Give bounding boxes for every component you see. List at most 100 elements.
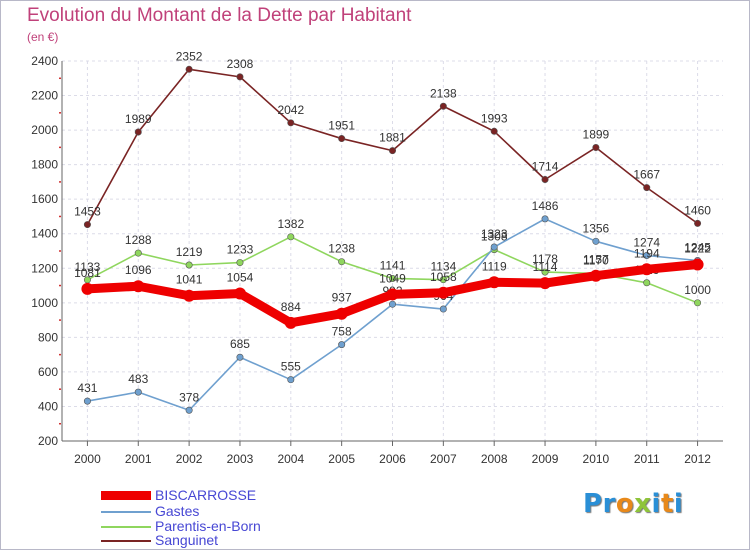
data-label-biscarrosse: 1194 bbox=[634, 246, 660, 260]
logo-letter: i bbox=[673, 489, 684, 519]
data-label-biscarrosse: 1049 bbox=[379, 271, 406, 285]
data-label-gastes: 483 bbox=[128, 372, 148, 386]
data-label-gastes: 1356 bbox=[583, 221, 610, 235]
y-tick-label: 800 bbox=[38, 330, 58, 344]
x-tick-label: 2008 bbox=[481, 452, 508, 466]
data-label-sanguinet: 1460 bbox=[684, 203, 711, 217]
y-tick-label: 2400 bbox=[31, 54, 58, 68]
plot-area bbox=[62, 61, 723, 441]
data-point-biscarrosse bbox=[284, 316, 297, 329]
data-label-sanguinet: 1899 bbox=[583, 128, 610, 142]
x-tick-label: 2009 bbox=[532, 452, 559, 466]
y-tick-label: 1000 bbox=[31, 296, 58, 310]
data-point-biscarrosse bbox=[335, 307, 348, 320]
y-tick-label: 2200 bbox=[31, 89, 58, 103]
logo-letter: P bbox=[583, 489, 603, 519]
data-label-biscarrosse: 1081 bbox=[74, 266, 101, 280]
legend-swatch-gastes bbox=[101, 511, 151, 513]
data-point-parentis-en-born bbox=[388, 274, 396, 282]
data-point-biscarrosse bbox=[233, 287, 246, 300]
data-point-biscarrosse bbox=[386, 288, 399, 301]
data-point-gastes bbox=[643, 251, 651, 259]
data-label-gastes: 1323 bbox=[481, 227, 508, 241]
x-tick-label: 2012 bbox=[684, 452, 711, 466]
data-label-sanguinet: 1667 bbox=[633, 168, 660, 182]
data-label-parentis-en-born: 1170 bbox=[583, 253, 609, 267]
data-label-parentis-en-born: 1178 bbox=[532, 252, 558, 266]
y-tick-label: 600 bbox=[38, 365, 58, 379]
data-label-sanguinet: 2138 bbox=[430, 86, 457, 100]
data-label-biscarrosse: 1041 bbox=[176, 273, 203, 287]
data-label-gastes: 1486 bbox=[532, 199, 559, 213]
data-label-biscarrosse: 1114 bbox=[533, 260, 558, 274]
logo-letter: t bbox=[660, 489, 674, 519]
data-label-sanguinet: 1951 bbox=[328, 119, 355, 133]
data-point-biscarrosse bbox=[488, 276, 501, 289]
data-point-sanguinet bbox=[694, 219, 702, 227]
data-label-gastes: 685 bbox=[230, 337, 250, 351]
data-point-biscarrosse bbox=[589, 269, 602, 282]
data-label-gastes: 431 bbox=[77, 381, 97, 395]
data-point-gastes bbox=[592, 237, 600, 245]
x-tick-label: 2005 bbox=[328, 452, 355, 466]
data-point-gastes bbox=[83, 397, 91, 405]
data-point-parentis-en-born bbox=[287, 233, 295, 241]
data-label-sanguinet: 1993 bbox=[481, 111, 508, 125]
data-label-gastes: 1274 bbox=[633, 235, 660, 249]
data-label-biscarrosse: 884 bbox=[281, 300, 301, 314]
data-label-sanguinet: 2308 bbox=[227, 57, 254, 71]
data-label-sanguinet: 1453 bbox=[74, 205, 101, 219]
data-label-parentis-en-born: 1219 bbox=[176, 245, 203, 259]
y-tick-label: 200 bbox=[38, 434, 58, 448]
data-label-parentis-en-born: 1133 bbox=[75, 260, 101, 274]
data-point-sanguinet bbox=[236, 73, 244, 81]
y-tick-label: 400 bbox=[38, 399, 58, 413]
data-label-biscarrosse: 1119 bbox=[482, 259, 507, 273]
data-point-gastes bbox=[541, 215, 549, 223]
data-point-biscarrosse bbox=[437, 286, 450, 299]
data-point-biscarrosse bbox=[183, 289, 196, 302]
data-label-biscarrosse: 1157 bbox=[583, 253, 609, 267]
data-point-sanguinet bbox=[592, 144, 600, 152]
data-point-sanguinet bbox=[541, 175, 549, 183]
data-point-gastes bbox=[287, 376, 295, 384]
data-point-parentis-en-born bbox=[439, 276, 447, 284]
x-tick-label: 2002 bbox=[176, 452, 203, 466]
data-label-biscarrosse: 1058 bbox=[430, 270, 457, 284]
data-point-gastes bbox=[236, 353, 244, 361]
data-point-parentis-en-born bbox=[541, 268, 549, 276]
chart-subtitle: (en €) bbox=[27, 30, 59, 44]
data-point-gastes bbox=[490, 243, 498, 251]
data-point-sanguinet bbox=[338, 135, 346, 143]
data-point-gastes bbox=[388, 300, 396, 308]
data-point-sanguinet bbox=[83, 221, 91, 229]
data-point-parentis-en-born bbox=[338, 258, 346, 266]
data-point-gastes bbox=[338, 341, 346, 349]
data-point-sanguinet bbox=[134, 128, 142, 136]
data-point-parentis-en-born bbox=[694, 299, 702, 307]
x-tick-label: 2007 bbox=[430, 452, 457, 466]
data-label-sanguinet: 1714 bbox=[532, 159, 559, 173]
data-point-gastes bbox=[134, 388, 142, 396]
data-label-parentis-en-born: 1134 bbox=[430, 260, 456, 274]
data-point-biscarrosse bbox=[132, 280, 145, 293]
y-tick-label: 1800 bbox=[31, 158, 58, 172]
data-label-biscarrosse: 1096 bbox=[125, 263, 152, 277]
x-tick-label: 2000 bbox=[74, 452, 101, 466]
data-point-parentis-en-born bbox=[185, 261, 193, 269]
data-point-parentis-en-born bbox=[643, 279, 651, 287]
data-point-sanguinet bbox=[643, 184, 651, 192]
data-label-sanguinet: 2352 bbox=[176, 49, 203, 63]
data-label-parentis-en-born: 1308 bbox=[481, 230, 508, 244]
data-label-parentis-en-born: 1238 bbox=[328, 242, 355, 256]
data-point-gastes bbox=[185, 406, 193, 414]
legend-swatch-sanguinet bbox=[101, 540, 151, 542]
y-tick-label: 2000 bbox=[31, 123, 58, 137]
data-point-biscarrosse bbox=[640, 263, 653, 276]
legend-swatch-biscarrosse bbox=[101, 491, 151, 500]
legend-label: BISCARROSSE bbox=[155, 487, 257, 503]
data-point-parentis-en-born bbox=[134, 249, 142, 257]
x-tick-label: 2006 bbox=[379, 452, 406, 466]
